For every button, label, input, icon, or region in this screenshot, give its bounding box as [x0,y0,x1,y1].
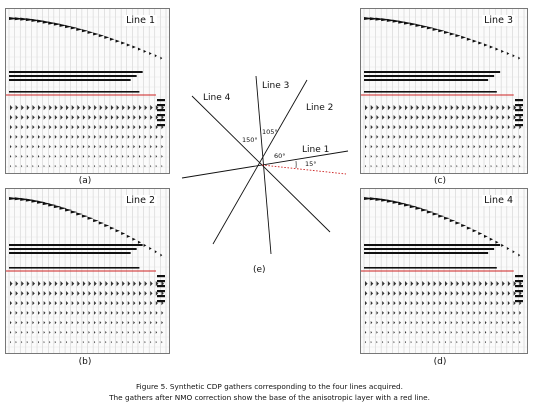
panel-b-line-label: Line 2 [124,195,157,206]
panel-d-line-label: Line 4 [482,195,515,206]
gather-panel-b: Line 2 [5,188,170,354]
panel-d-letter: (d) [433,357,447,367]
panel-c-letter: (c) [434,176,446,186]
gather-panel-d: Line 4 [360,188,528,354]
cdp-gather-image-d [361,189,527,353]
acquisition-geometry-diagram: Line 1 Line 2 Line 3 Line 4 15° 60° 105°… [181,75,349,275]
line-2-stroke [212,79,308,245]
panel-a-line-label: Line 1 [124,15,157,26]
line-1-label: Line 1 [302,145,329,155]
gather-panel-a: Line 1 [5,8,170,174]
cdp-gather-image-b [6,189,169,353]
line-1-stroke [181,150,349,179]
gather-panel-c: Line 3 [360,8,528,174]
line-2-label: Line 2 [306,103,333,113]
angle-label-105: 105° [262,128,278,136]
panel-b-letter: (b) [78,357,92,367]
diagram-letter: (e) [253,265,266,275]
caption-line-2: The gathers after NMO correction show th… [109,393,430,402]
reference-dotted-line [261,164,347,175]
cdp-gather-image-a [6,9,169,173]
angle-label-150: 150° [242,136,258,144]
angle-label-15: 15° [305,160,317,168]
line-3-label: Line 3 [262,81,289,91]
angle-label-60: 60° [274,152,286,160]
line-4-stroke [191,95,331,233]
line-4-label: Line 4 [203,93,231,103]
cdp-gather-image-c [361,9,527,173]
figure-caption: Figure 5. Synthetic CDP gathers correspo… [0,381,539,403]
panel-a-letter: (a) [78,176,92,186]
panel-c-line-label: Line 3 [482,15,515,26]
caption-line-1: Figure 5. Synthetic CDP gathers correspo… [136,382,403,391]
